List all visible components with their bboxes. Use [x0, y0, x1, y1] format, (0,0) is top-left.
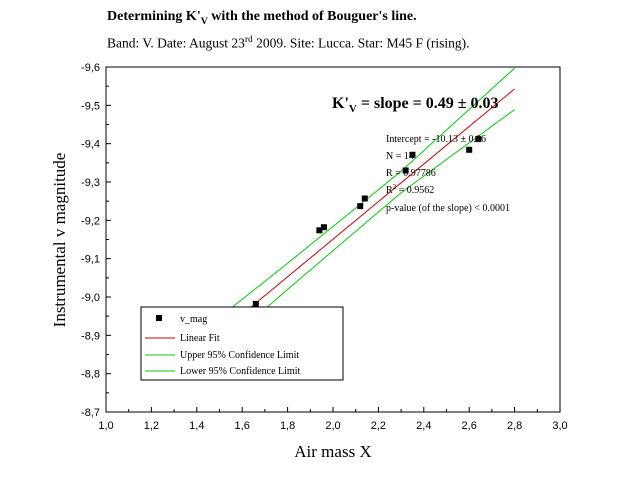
y-tick-label: -9,3: [81, 177, 100, 189]
chart-subtitle: Band: V. Date: August 23rd 2009. Site: L…: [107, 35, 470, 51]
slope-annotation: K'V = slope = 0.49 ± 0.03: [332, 95, 499, 115]
data-point: [402, 167, 409, 174]
x-tick-label: 1,4: [189, 420, 204, 432]
legend-label-v-mag: v_mag: [180, 314, 207, 325]
data-point: [357, 203, 364, 210]
chart-title: Determining K'V with the method of Bougu…: [107, 9, 417, 27]
legend-label-upper-confidence: Upper 95% Confidence Limit: [180, 350, 299, 361]
legend-box: [140, 306, 344, 381]
y-tick-label: -9,6: [81, 62, 100, 74]
y-tick-label: -9,2: [81, 215, 100, 227]
axis-ticks: 1,0 1,2 1,4 1,6 1,8 2,0 2,2 2,4 2,6 2,8 3,0 -9,6 -9,…: [81, 62, 568, 432]
y-tick-label: -9,1: [81, 254, 100, 266]
y-tick-label: -8,7: [81, 407, 100, 419]
x-tick-label: 2,4: [416, 420, 431, 432]
data-point: [316, 227, 323, 234]
y-tick-label: -8,9: [81, 330, 100, 342]
data-point: [361, 195, 368, 202]
legend-marker-v-mag: [156, 315, 162, 321]
data-point: [409, 151, 416, 158]
y-tick-label: -9,4: [81, 139, 100, 151]
x-tick-label: 3,0: [552, 420, 567, 432]
intercept-annotation: Intercept = -10.13 ± 0.06: [386, 134, 486, 145]
y-tick-label: -9,0: [81, 292, 100, 304]
x-tick-label: 1,8: [280, 420, 295, 432]
x-axis-label: Air mass X: [294, 442, 372, 461]
r-annotation: R = 0.97786: [386, 168, 436, 179]
y-tick-label: -8,8: [81, 369, 100, 381]
x-tick-label: 1,0: [98, 420, 113, 432]
x-tick-label: 2,0: [325, 420, 340, 432]
pvalue-annotation: p-value (of the slope) < 0.0001: [386, 203, 510, 214]
data-point: [320, 224, 327, 231]
n-annotation: N = 14: [386, 151, 414, 162]
x-tick-label: 2,2: [371, 420, 386, 432]
x-tick-label: 2,6: [462, 420, 477, 432]
legend: v_mag Linear Fit Upper 95% Confidence Li…: [140, 306, 344, 381]
x-tick-label: 1,2: [144, 420, 159, 432]
legend-label-lower-confidence: Lower 95% Confidence Limit: [180, 366, 300, 377]
x-tick-label: 2,8: [507, 420, 522, 432]
y-tick-label: -9,5: [81, 100, 100, 112]
r2-annotation: R2 = 0.9562: [386, 183, 434, 196]
data-point: [466, 146, 473, 153]
data-point: [475, 136, 482, 143]
legend-label-linear-fit: Linear Fit: [180, 333, 220, 344]
x-tick-label: 1,6: [235, 420, 250, 432]
lower-confidence-line: [187, 67, 515, 344]
data-point: [252, 300, 259, 307]
